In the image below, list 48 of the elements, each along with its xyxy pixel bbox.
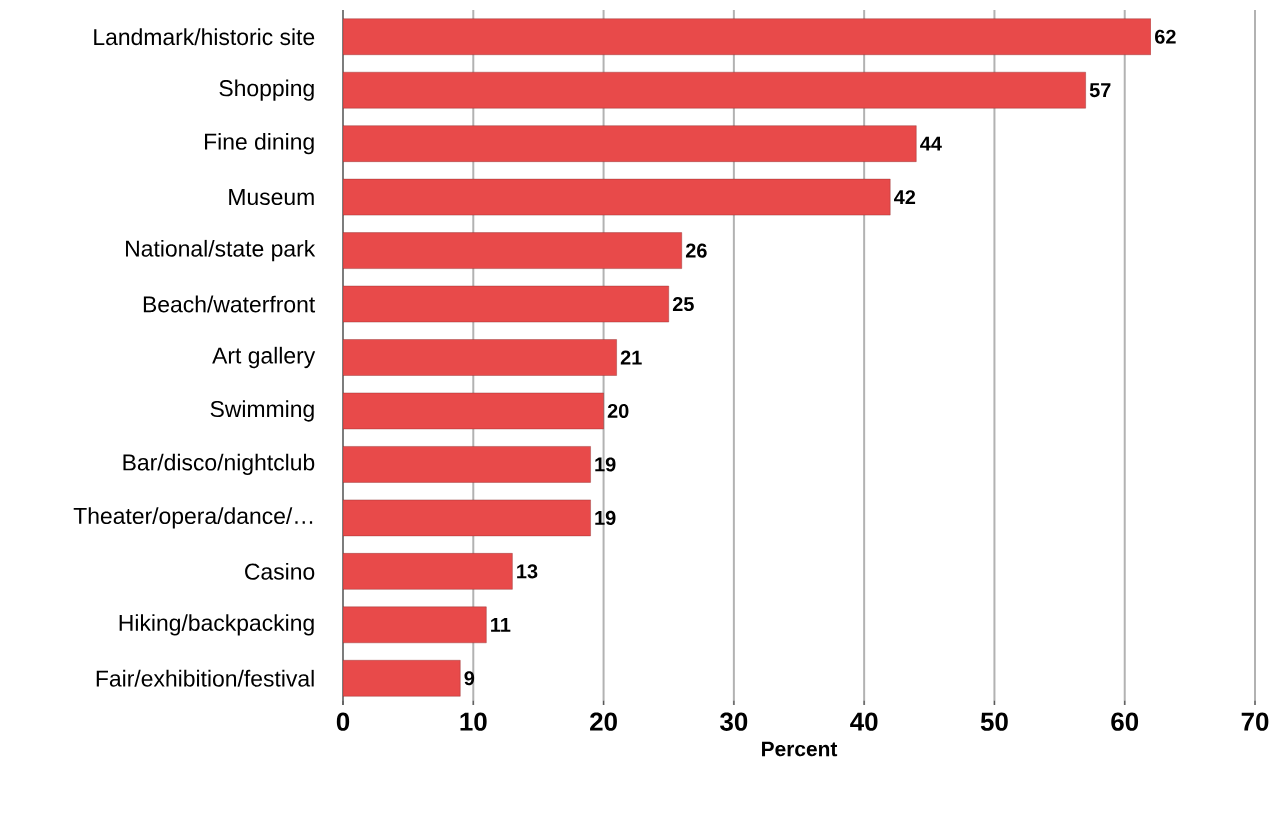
data-label: 13 xyxy=(517,564,538,579)
bar xyxy=(343,178,891,216)
x-tick-label: 30 xyxy=(720,712,748,731)
y-tick-label: Swimming xyxy=(210,400,314,422)
bar xyxy=(343,499,591,537)
y-tick-label: Landmark/historic site xyxy=(94,28,315,46)
y-tick-label: Shopping xyxy=(219,79,314,101)
x-tick-label: 10 xyxy=(460,712,487,731)
y-tick-label: Hiking/backpacking xyxy=(119,614,314,636)
x-tick-label: 70 xyxy=(1241,712,1269,731)
data-label: 25 xyxy=(672,296,694,312)
y-tick-label: Fair/exhibition/festival xyxy=(96,669,314,687)
y-tick-label: Beach/waterfront xyxy=(143,295,316,313)
x-tick-label: 40 xyxy=(850,712,878,731)
bar xyxy=(343,71,1086,109)
y-tick-label: Museum xyxy=(229,189,314,206)
bar xyxy=(343,232,682,269)
data-label: 62 xyxy=(1155,29,1176,44)
bar xyxy=(343,446,591,483)
x-axis-title: Percent xyxy=(762,741,838,757)
y-tick-label: National/state park xyxy=(126,239,316,262)
data-label: 57 xyxy=(1089,83,1111,98)
y-tick-label: Bar/disco/nightclub xyxy=(123,453,315,476)
x-tick-label: 0 xyxy=(336,712,350,731)
data-label: 9 xyxy=(464,671,475,686)
bar xyxy=(343,339,617,376)
data-label: 42 xyxy=(894,190,916,205)
bar xyxy=(343,125,917,162)
y-tick-label: Casino xyxy=(245,562,315,580)
data-label: 21 xyxy=(620,350,642,365)
data-label: 20 xyxy=(607,403,629,419)
bar xyxy=(343,18,1151,55)
data-label: 19 xyxy=(595,510,616,525)
data-label: 44 xyxy=(920,136,942,151)
data-label: 26 xyxy=(685,243,707,258)
data-label: 11 xyxy=(491,617,511,632)
bar xyxy=(343,660,461,697)
data-label: 19 xyxy=(595,457,616,472)
bar xyxy=(343,606,487,644)
x-tick-label: 60 xyxy=(1111,712,1139,731)
y-tick-label: Theater/opera/dance/… xyxy=(73,507,313,529)
bar xyxy=(343,285,669,323)
bar xyxy=(343,392,604,430)
y-tick-label: Art gallery xyxy=(212,346,316,369)
y-tick-label: Fine dining xyxy=(205,132,314,155)
x-tick-label: 20 xyxy=(590,712,617,731)
x-tick-label: 50 xyxy=(980,712,1008,731)
bar xyxy=(343,553,513,590)
